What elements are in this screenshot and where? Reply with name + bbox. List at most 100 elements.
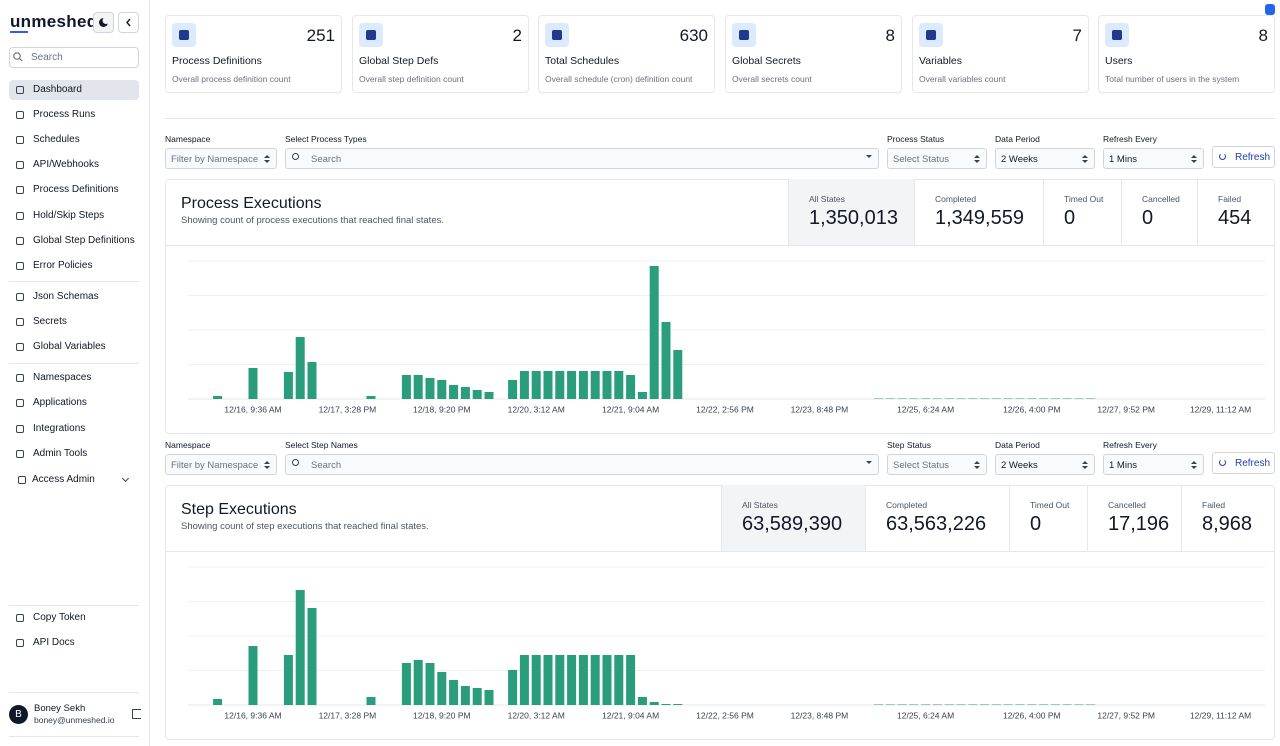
filter-input[interactable]: Filter by Namespace (165, 454, 277, 475)
stat-label: Completed (935, 194, 977, 204)
nav-divider (9, 281, 139, 282)
nav-item[interactable]: Error Policies (33, 260, 93, 271)
nav-item[interactable]: Access Admin (32, 474, 95, 485)
stat-label: Cancelled (1108, 500, 1146, 510)
filter-input[interactable]: Select Status (887, 454, 987, 475)
nav-item[interactable]: Applications (33, 397, 87, 408)
nav-item[interactable]: Secrets (33, 316, 67, 327)
nav-icon (16, 262, 24, 270)
panel-title: Process Executions (181, 195, 322, 212)
stat-cell (1009, 485, 1087, 551)
dropdown-arrow (1082, 466, 1088, 469)
stat-cell (914, 179, 1043, 245)
nav-icon (16, 374, 24, 382)
card-title: Process Definitions (172, 55, 262, 67)
nav-item[interactable]: Process Definitions (33, 184, 119, 195)
filter-input[interactable]: Search (285, 148, 879, 169)
nav-item[interactable]: Integrations (33, 423, 86, 434)
nav-item[interactable]: Schedules (33, 134, 80, 145)
nav-icon (16, 450, 24, 458)
card-icon-glyph (366, 30, 376, 40)
stat-label: Timed Out (1064, 194, 1104, 204)
nav-icon (16, 111, 24, 119)
nav-item[interactable]: Global Variables (33, 341, 106, 352)
nav-divider (9, 692, 139, 693)
nav-item[interactable]: API/Webhooks (33, 159, 99, 170)
nav-item[interactable]: Hold/Skip Steps (33, 210, 105, 221)
filter-input[interactable]: 2 Weeks (995, 148, 1095, 169)
card-title: Variables (919, 55, 962, 67)
nav-item[interactable]: API Docs (33, 637, 75, 648)
dropdown-arrow (1082, 155, 1088, 158)
refresh-button[interactable]: Refresh (1212, 146, 1275, 168)
stat-cell (1121, 179, 1197, 245)
nav-icon (16, 318, 24, 326)
nav-divider (9, 605, 139, 606)
nav-item[interactable]: Json Schemas (33, 291, 99, 302)
filter-input[interactable]: Search (285, 454, 879, 475)
nav-icon (16, 212, 24, 220)
stat-label: Failed (1218, 194, 1242, 204)
nav-item[interactable]: Global Step Definitions (33, 235, 135, 246)
stat-card (352, 15, 529, 93)
dropdown-arrow (264, 461, 270, 464)
stat-value: 63,589,390 (742, 513, 843, 535)
sidebar (0, 0, 150, 746)
search-input[interactable]: Search (9, 47, 139, 68)
dropdown-arrow (1082, 160, 1088, 163)
filter-label: Data Period (995, 134, 1040, 144)
logout-icon[interactable] (132, 709, 141, 719)
dropdown-arrow (974, 160, 980, 163)
nav-item[interactable]: Namespaces (33, 372, 92, 383)
nav-item[interactable]: Dashboard (33, 84, 82, 95)
nav-icon (18, 476, 26, 484)
refresh-button[interactable]: Refresh (1212, 452, 1275, 474)
search-icon (292, 459, 299, 466)
filter-label: Step Status (887, 440, 931, 450)
card-description: Overall variables count (919, 74, 1006, 84)
search-icon (13, 52, 23, 62)
scroll-top-badge[interactable] (1265, 4, 1275, 15)
filter-input[interactable]: 1 Mins (1103, 454, 1204, 475)
filter-label: Select Step Names (285, 440, 358, 450)
user-name: Boney Sekh (34, 703, 86, 714)
filter-input[interactable]: 2 Weeks (995, 454, 1095, 475)
dropdown-arrow (866, 155, 872, 158)
stat-cell (1087, 485, 1181, 551)
nav-icon (16, 343, 24, 351)
nav-active-bg (9, 80, 139, 100)
filter-input[interactable]: 1 Mins (1103, 148, 1204, 169)
dropdown-arrow (264, 466, 270, 469)
card-icon-glyph (739, 30, 749, 40)
filter-input[interactable]: Select Status (887, 148, 987, 169)
theme-toggle[interactable] (93, 12, 114, 33)
stat-value: 0 (1064, 207, 1076, 229)
stat-cell (1181, 485, 1275, 551)
nav-item[interactable]: Admin Tools (33, 448, 88, 459)
card-count: 8 (885, 26, 895, 45)
card-icon-glyph (1112, 30, 1122, 40)
card-title: Users (1105, 55, 1133, 67)
card-description: Overall process definition count (172, 74, 291, 84)
dropdown-arrow (1191, 160, 1197, 163)
panel (165, 179, 1275, 434)
logo: unmeshed (10, 12, 98, 31)
collapse-button[interactable] (118, 12, 139, 33)
nav-item[interactable]: Copy Token (33, 612, 86, 623)
nav-item[interactable]: Process Runs (33, 109, 96, 120)
stat-cell (1197, 179, 1275, 245)
card-description: Total number of users in the system (1105, 74, 1240, 84)
nav-icon (16, 186, 24, 194)
filter-input[interactable]: Filter by Namespace (165, 148, 277, 169)
stat-value: 1,349,559 (935, 207, 1024, 229)
stat-card (538, 15, 715, 93)
card-count: 630 (679, 26, 708, 45)
dropdown-arrow (1191, 155, 1197, 158)
nav-icon (16, 639, 24, 647)
panel-subtitle: Showing count of step executions that re… (181, 521, 429, 532)
filter-label: Namespace (165, 440, 211, 450)
dropdown-arrow (1191, 466, 1197, 469)
dropdown-arrow (974, 155, 980, 158)
dropdown-arrow (974, 461, 980, 464)
